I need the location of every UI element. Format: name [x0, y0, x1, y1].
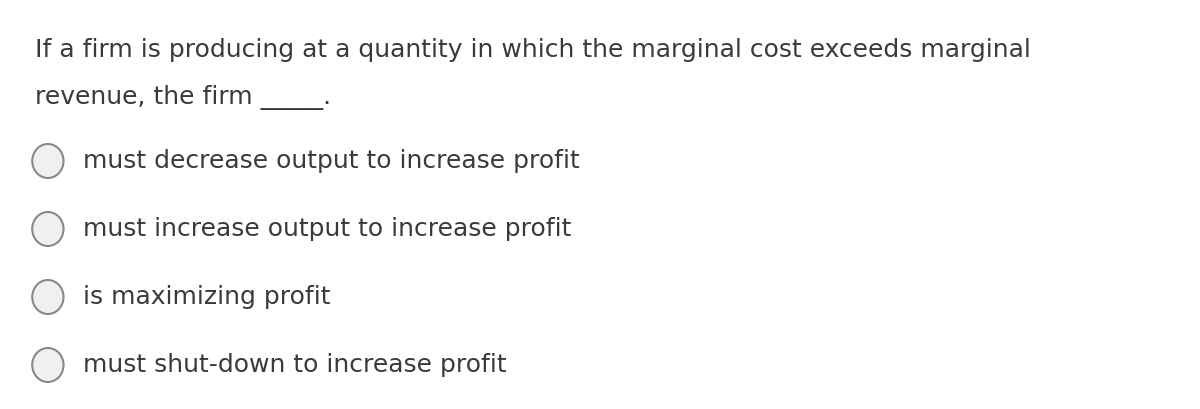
Text: revenue, the firm _____.: revenue, the firm _____.: [35, 85, 331, 110]
Ellipse shape: [32, 144, 64, 178]
Text: If a firm is producing at a quantity in which the marginal cost exceeds marginal: If a firm is producing at a quantity in …: [35, 38, 1031, 62]
Ellipse shape: [32, 212, 64, 246]
Ellipse shape: [32, 280, 64, 314]
Text: is maximizing profit: is maximizing profit: [83, 285, 330, 309]
Text: must increase output to increase profit: must increase output to increase profit: [83, 217, 571, 241]
Text: must decrease output to increase profit: must decrease output to increase profit: [83, 149, 580, 173]
Ellipse shape: [32, 348, 64, 382]
Text: must shut-down to increase profit: must shut-down to increase profit: [83, 353, 506, 377]
